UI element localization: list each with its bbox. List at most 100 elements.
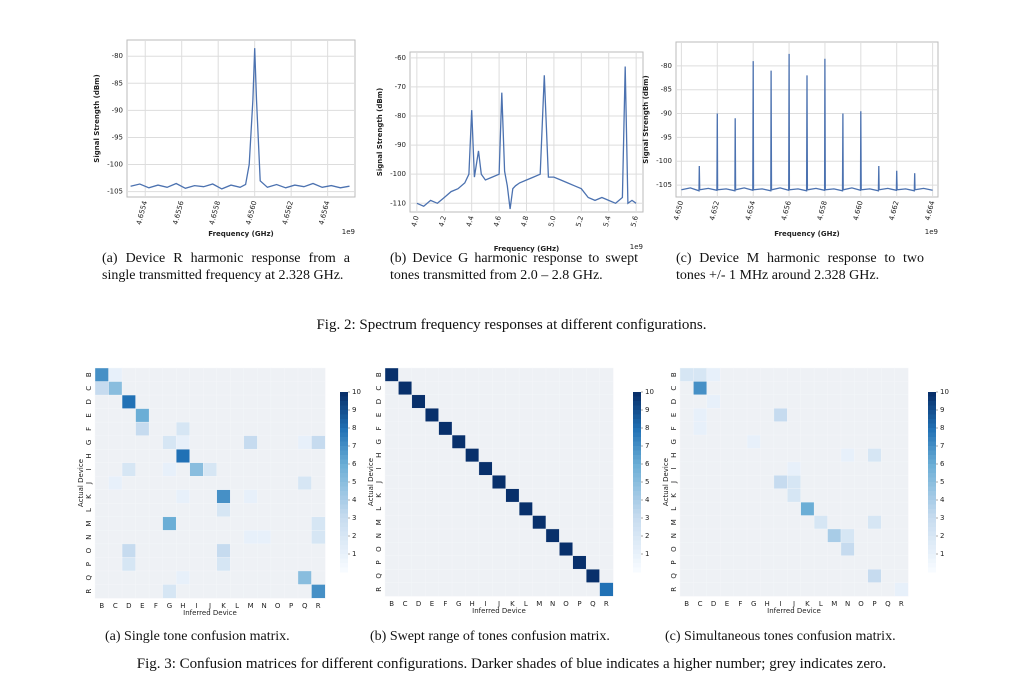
subcaption: (c) Device M harmonic response to two to… [676, 251, 924, 283]
matrix-cell [585, 421, 601, 436]
matrix-cell [880, 434, 896, 449]
y-tick-label: E [375, 413, 383, 417]
matrix-cell [746, 488, 761, 503]
matrix-cell [854, 408, 869, 423]
x-tick-label: 4.6564 [317, 199, 331, 225]
matrix-cell [189, 421, 204, 437]
matrix-cell [411, 528, 426, 543]
matrix-cell [880, 515, 896, 530]
y-tick-label: -85 [661, 86, 672, 94]
matrix-cell [243, 570, 258, 585]
x-tick-label: D [126, 602, 131, 610]
matrix-cell [94, 367, 110, 383]
matrix-cell [867, 421, 882, 436]
matrix-cell [451, 461, 466, 476]
matrix-cell [760, 408, 775, 423]
matrix-cell [813, 488, 829, 503]
matrix-cell [559, 555, 574, 570]
x-tick-label: O [563, 600, 569, 608]
matrix-cell [787, 367, 802, 382]
matrix-cell [135, 516, 150, 531]
matrix-cell [559, 528, 574, 543]
matrix-cell [545, 448, 560, 463]
colorbar-segment [928, 401, 936, 406]
colorbar-tick-label: 5 [940, 478, 944, 486]
matrix-cell [384, 515, 399, 530]
y-tick-label: -85 [112, 79, 123, 87]
matrix-cell [787, 475, 802, 490]
matrix-cell [585, 501, 601, 517]
matrix-cell [854, 421, 869, 436]
x-tick-label: N [550, 600, 555, 608]
matrix-cell [599, 434, 614, 449]
colorbar-segment [633, 468, 641, 474]
matrix-cell [162, 570, 177, 585]
matrix-cell [121, 543, 137, 558]
matrix-cell [121, 503, 137, 518]
matrix-cell [840, 381, 855, 396]
colorbar-tick-label: 4 [352, 496, 357, 504]
matrix-cell [297, 570, 312, 585]
matrix-cell [760, 555, 775, 570]
matrix-cell [532, 501, 547, 517]
matrix-cell [679, 555, 694, 570]
matrix-cell [384, 394, 399, 409]
matrix-cell [773, 475, 788, 490]
matrix-cell [203, 448, 218, 464]
matrix-cell [203, 503, 218, 518]
matrix-cell [465, 515, 480, 530]
y-tick-label: M [85, 521, 93, 527]
matrix-cell [867, 488, 882, 503]
matrix-cell [679, 501, 694, 517]
matrix-cell [203, 476, 218, 491]
y-tick-label: I [85, 468, 93, 470]
colorbar-tick-label: 8 [645, 424, 649, 432]
x-tick-label: H [470, 600, 475, 608]
matrix-cell [135, 394, 150, 410]
matrix-cell [94, 435, 110, 450]
matrix-cell [746, 501, 761, 517]
matrix-cell [679, 568, 694, 584]
colorbar-segment [928, 567, 936, 573]
x-tick-label: 4.652 [708, 200, 721, 221]
matrix-cell [438, 434, 453, 449]
matrix-cell [706, 434, 721, 449]
colorbar-segment [928, 522, 936, 528]
matrix-cell [284, 381, 299, 396]
matrix-cell [706, 488, 721, 503]
matrix-cell [693, 488, 708, 503]
matrix-cell [827, 515, 842, 530]
matrix-cell [270, 462, 285, 477]
matrix-cell [559, 381, 574, 396]
colorbar-segment [633, 549, 641, 555]
matrix-cell [545, 501, 560, 517]
matrix-cell [425, 367, 440, 382]
matrix-cell [693, 582, 708, 597]
matrix-cell [773, 515, 788, 530]
matrix-cell [94, 530, 110, 545]
matrix-cell [840, 434, 855, 449]
matrix-cell [585, 542, 601, 557]
matrix-cell [760, 421, 775, 436]
matrix-cell [492, 528, 507, 543]
y-tick-label: M [375, 519, 383, 525]
matrix-cell [733, 555, 748, 570]
matrix-cell [203, 462, 218, 477]
matrix-cell [559, 501, 574, 517]
matrix-cell [203, 530, 218, 545]
matrix-cell [679, 394, 694, 409]
matrix-cell [894, 515, 909, 530]
matrix-cell [411, 542, 426, 557]
matrix-cell [706, 555, 721, 570]
matrix-cell [162, 421, 177, 437]
matrix-cell [800, 367, 815, 382]
x-axis-label: Inferred Device [183, 609, 237, 617]
matrix-cell [243, 557, 258, 572]
matrix-cell [746, 582, 761, 597]
matrix-cell [189, 381, 204, 396]
matrix-cell [733, 528, 748, 543]
matrix-cell [800, 408, 815, 423]
matrix-cell [162, 381, 177, 396]
matrix-cell [270, 570, 285, 585]
matrix-cell [599, 448, 614, 463]
